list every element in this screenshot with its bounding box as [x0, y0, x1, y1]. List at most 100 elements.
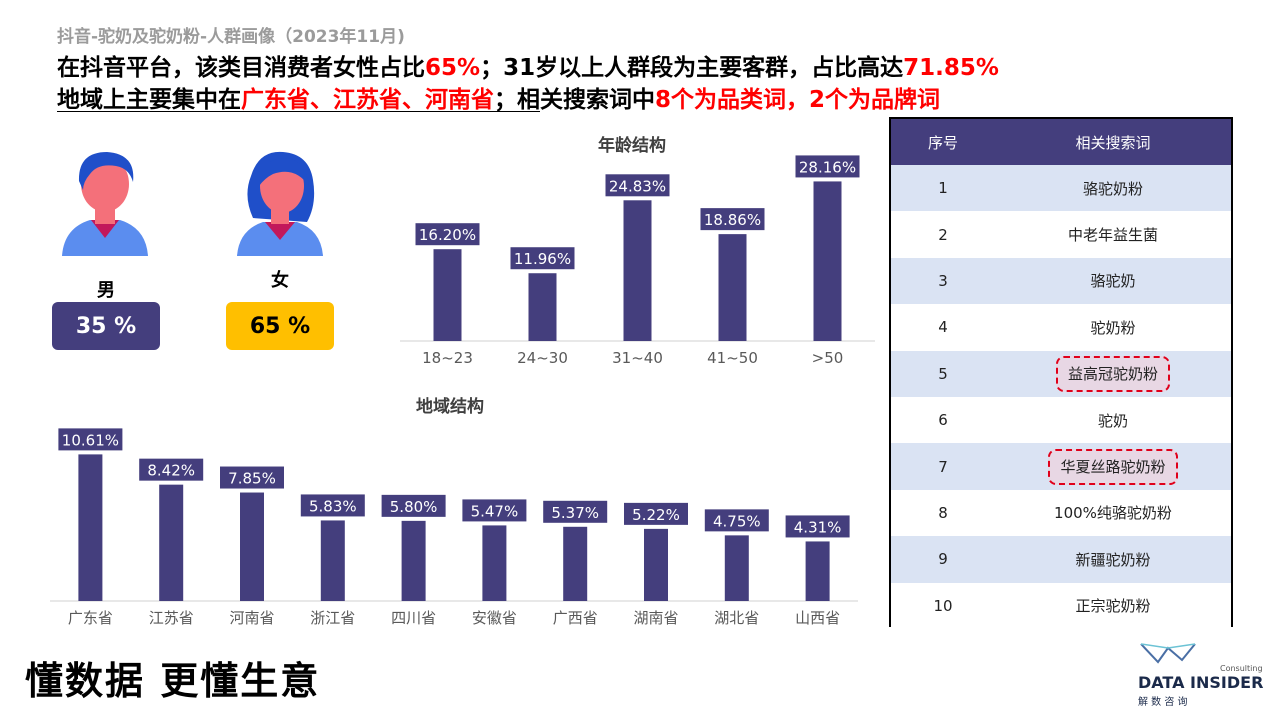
data-label-0: 10.61% — [62, 431, 119, 449]
header-keyword: 相关搜索词 — [1075, 133, 1151, 152]
headline-line-1: 在抖音平台，该类目消费者女性占比65%；31岁以上人群段为主要客群，占比高达71… — [57, 48, 999, 82]
data-label-6: 5.37% — [551, 504, 599, 522]
row-keyword: 中老年益生菌 — [1067, 226, 1158, 245]
tick-label-1: 江苏省 — [149, 609, 194, 627]
row-keyword-cell: 中老年益生菌 — [995, 224, 1231, 245]
header-index: 序号 — [927, 133, 958, 152]
data-label-2: 24.83% — [609, 177, 666, 195]
bar-2 — [240, 492, 264, 601]
search-keyword-table: 序号 相关搜索词 1 骆驼奶粉 2 中老年益生菌 3 骆驼奶 4 驼奶粉 5 益高冠驼奶粉 6 驼奶 7… — [889, 117, 1233, 629]
table-header: 序号 相关搜索词 — [891, 119, 1231, 165]
bar-7 — [644, 528, 668, 601]
male-percent-box: 35 % — [52, 302, 160, 350]
row-index: 2 — [938, 225, 948, 244]
row-keyword-cell: 驼奶粉 — [995, 317, 1231, 338]
row-keyword: 100%纯骆驼奶粉 — [1054, 504, 1172, 523]
row-index: 6 — [938, 411, 948, 430]
row-keyword-cell: 100%纯骆驼奶粉 — [995, 502, 1231, 523]
data-label-bg-9 — [785, 515, 850, 538]
tick-label-3: 41~50 — [707, 349, 758, 367]
table-row: 3 骆驼奶 — [891, 257, 1231, 305]
line2-segment-0: 地域上主要集中在 — [57, 87, 241, 113]
row-index: 9 — [938, 550, 948, 569]
row-keyword-cell: 骆驼奶粉 — [995, 178, 1231, 199]
region-bar-chart: 10.61% 广东省 8.42% 江苏省 7.85% 河南省 5.83% 浙江省 5.80% 四川… — [50, 428, 858, 627]
table-row: 9 新疆驼奶粉 — [891, 536, 1231, 583]
tick-label-2: 河南省 — [229, 609, 274, 627]
data-label-bg-3 — [300, 494, 365, 517]
brand-keyword-highlight: 益高冠驼奶粉 — [1055, 356, 1170, 393]
brand-logo-icon — [1140, 643, 1196, 664]
row-index: 8 — [938, 503, 948, 522]
row-keyword: 驼奶 — [1097, 411, 1128, 430]
table-row: 7 华夏丝路驼奶粉 — [891, 443, 1231, 490]
table-row: 5 益高冠驼奶粉 — [891, 350, 1231, 397]
row-keyword: 驼奶粉 — [1090, 318, 1136, 337]
bar-8 — [724, 535, 749, 601]
line1-segment-2: ；31岁以上人群段为主要客群，占比高达 — [480, 55, 904, 81]
data-label-2: 7.85% — [228, 470, 276, 488]
table-row: 10 正宗驼奶粉 — [891, 582, 1231, 629]
tick-label-7: 湖南省 — [633, 609, 678, 627]
data-label-bg-5 — [462, 499, 527, 522]
data-label-bg-2 — [220, 466, 284, 489]
row-index: 1 — [938, 179, 948, 198]
tick-label-6: 广西省 — [553, 609, 598, 627]
line2-segment-2: ；相关搜索词中 — [494, 87, 655, 113]
data-label-3: 18.86% — [704, 211, 761, 229]
brand-keyword-highlight: 华夏丝路驼奶粉 — [1048, 449, 1178, 486]
data-label-3: 5.83% — [309, 497, 357, 515]
line2-segment-1: 广东省、江苏省、河南省 — [241, 87, 494, 113]
tick-label-4: 四川省 — [391, 609, 436, 627]
brand-logo: Consulting DATA INSIDER 解 数 咨 询 — [1136, 640, 1266, 710]
line1-segment-1: 65% — [425, 55, 481, 81]
data-label-bg-3 — [700, 208, 765, 231]
bar-1 — [528, 273, 557, 341]
row-keyword-cell: 骆驼奶 — [995, 270, 1231, 291]
region-chart-title: 地域结构 — [416, 397, 484, 417]
data-label-bg-4 — [381, 494, 446, 517]
row-keyword-cell: 华夏丝路驼奶粉 — [995, 449, 1231, 486]
row-keyword-cell: 正宗驼奶粉 — [995, 595, 1231, 616]
data-label-bg-4 — [795, 155, 860, 178]
bar-0 — [433, 249, 462, 341]
tick-label-5: 安徽省 — [472, 609, 517, 627]
row-keyword: 新疆驼奶粉 — [1075, 550, 1151, 569]
bar-2 — [623, 200, 652, 341]
headline-line-2: 地域上主要集中在广东省、江苏省、河南省；相关搜索词中8个为品类词，2个为品牌词 — [57, 80, 940, 114]
data-label-bg-0 — [58, 428, 123, 451]
bar-4 — [813, 181, 842, 341]
data-label-1: 11.96% — [514, 250, 571, 268]
data-label-bg-7 — [624, 502, 688, 525]
data-label-bg-6 — [543, 500, 608, 523]
female-user-icon — [237, 151, 323, 256]
data-label-9: 4.31% — [794, 518, 842, 536]
page-subtitle: 抖音-驼奶及驼奶粉-人群画像（2023年11月) — [57, 27, 405, 47]
row-keyword-cell: 新疆驼奶粉 — [995, 549, 1231, 570]
female-percent-box: 65 % — [226, 302, 334, 350]
data-label-4: 5.80% — [390, 498, 438, 516]
row-keyword-cell: 益高冠驼奶粉 — [995, 356, 1231, 393]
headline-underline — [57, 111, 540, 112]
data-label-4: 28.16% — [799, 158, 856, 176]
row-index: 10 — [933, 596, 953, 615]
data-label-8: 4.75% — [713, 512, 761, 530]
brand-name: DATA INSIDER — [1138, 673, 1264, 692]
data-label-7: 5.22% — [632, 506, 680, 524]
data-label-bg-1 — [510, 247, 575, 270]
row-index: 5 — [938, 364, 948, 383]
male-user-icon — [62, 152, 148, 256]
tick-label-2: 31~40 — [612, 349, 663, 367]
row-index: 7 — [938, 457, 948, 476]
slogan: 懂数据 更懂生意 — [25, 659, 321, 703]
table-row: 8 100%纯骆驼奶粉 — [891, 489, 1231, 537]
table-row: 6 驼奶 — [891, 397, 1231, 444]
line1-segment-0: 在抖音平台，该类目消费者女性占比 — [57, 55, 425, 81]
brand-consulting: Consulting — [1220, 664, 1263, 673]
data-label-1: 8.42% — [147, 462, 195, 480]
brand-cn-name: 解 数 咨 询 — [1138, 697, 1188, 708]
tick-label-9: 山西省 — [795, 609, 840, 627]
male-label: 男 — [97, 280, 115, 301]
tick-label-1: 24~30 — [517, 349, 568, 367]
tick-label-0: 广东省 — [68, 609, 113, 627]
